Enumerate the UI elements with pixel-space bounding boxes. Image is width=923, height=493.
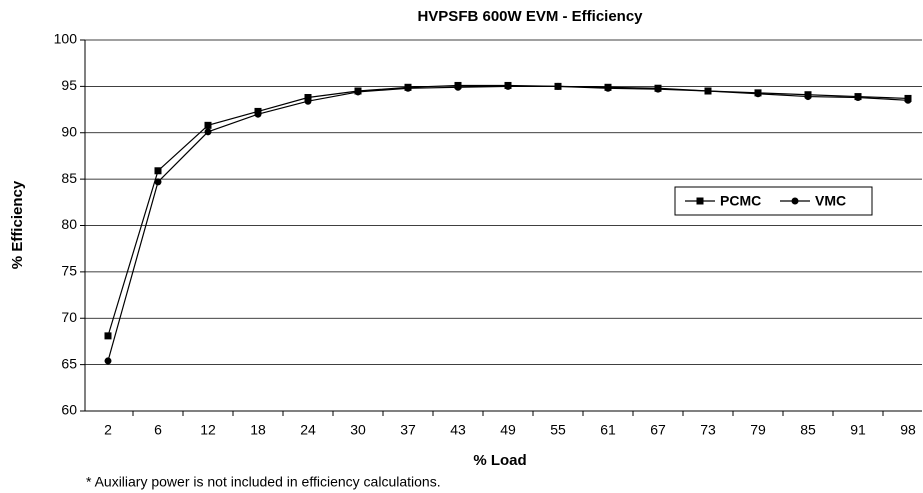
point bbox=[754, 90, 762, 98]
x-tick-label: 30 bbox=[350, 422, 366, 438]
x-tick-label: 98 bbox=[900, 422, 916, 438]
y-tick-label: 75 bbox=[61, 263, 77, 279]
point bbox=[304, 94, 312, 102]
x-axis-label: % Load bbox=[473, 452, 526, 469]
point bbox=[554, 82, 562, 90]
point bbox=[904, 96, 912, 104]
x-tick-label: 37 bbox=[400, 422, 416, 438]
point bbox=[854, 94, 862, 102]
x-tick-label: 24 bbox=[300, 422, 316, 438]
x-tick-label: 49 bbox=[500, 422, 516, 438]
x-tick-label: 6 bbox=[154, 422, 162, 438]
point bbox=[604, 84, 612, 92]
y-axis-label: % Efficiency bbox=[9, 180, 26, 269]
y-tick-label: 85 bbox=[61, 170, 77, 186]
x-tick-label: 61 bbox=[600, 422, 616, 438]
y-tick-label: 80 bbox=[61, 216, 77, 232]
y-tick-label: 95 bbox=[61, 77, 77, 93]
legend-label: PCMC bbox=[720, 193, 761, 209]
point bbox=[454, 83, 462, 91]
x-tick-label: 91 bbox=[850, 422, 866, 438]
point bbox=[104, 357, 112, 365]
point bbox=[804, 93, 812, 101]
y-tick-label: 60 bbox=[61, 402, 77, 418]
point bbox=[204, 121, 212, 129]
legend-label: VMC bbox=[815, 193, 846, 209]
point bbox=[304, 97, 312, 105]
point bbox=[354, 88, 362, 96]
x-tick-label: 12 bbox=[200, 422, 216, 438]
chart-title: HVPSFB 600W EVM - Efficiency bbox=[417, 8, 643, 25]
point bbox=[404, 84, 412, 92]
x-tick-label: 73 bbox=[700, 422, 716, 438]
x-tick-label: 55 bbox=[550, 422, 566, 438]
point bbox=[504, 82, 512, 90]
legend-marker bbox=[696, 197, 704, 205]
y-tick-label: 100 bbox=[54, 31, 78, 47]
y-tick-label: 65 bbox=[61, 355, 77, 371]
point bbox=[154, 178, 162, 186]
point bbox=[704, 87, 712, 95]
x-tick-label: 43 bbox=[450, 422, 466, 438]
point bbox=[204, 128, 212, 136]
point bbox=[654, 85, 662, 93]
x-tick-label: 2 bbox=[104, 422, 112, 438]
x-tick-label: 85 bbox=[800, 422, 816, 438]
x-tick-label: 79 bbox=[750, 422, 766, 438]
point bbox=[254, 110, 262, 118]
x-tick-label: 18 bbox=[250, 422, 266, 438]
y-tick-label: 70 bbox=[61, 309, 77, 325]
series-line bbox=[107, 85, 909, 362]
x-tick-label: 67 bbox=[650, 422, 666, 438]
legend-marker bbox=[791, 197, 799, 205]
y-tick-label: 90 bbox=[61, 123, 77, 139]
point bbox=[154, 167, 162, 175]
point bbox=[104, 332, 112, 340]
footnote: * Auxiliary power is not included in eff… bbox=[86, 474, 441, 490]
